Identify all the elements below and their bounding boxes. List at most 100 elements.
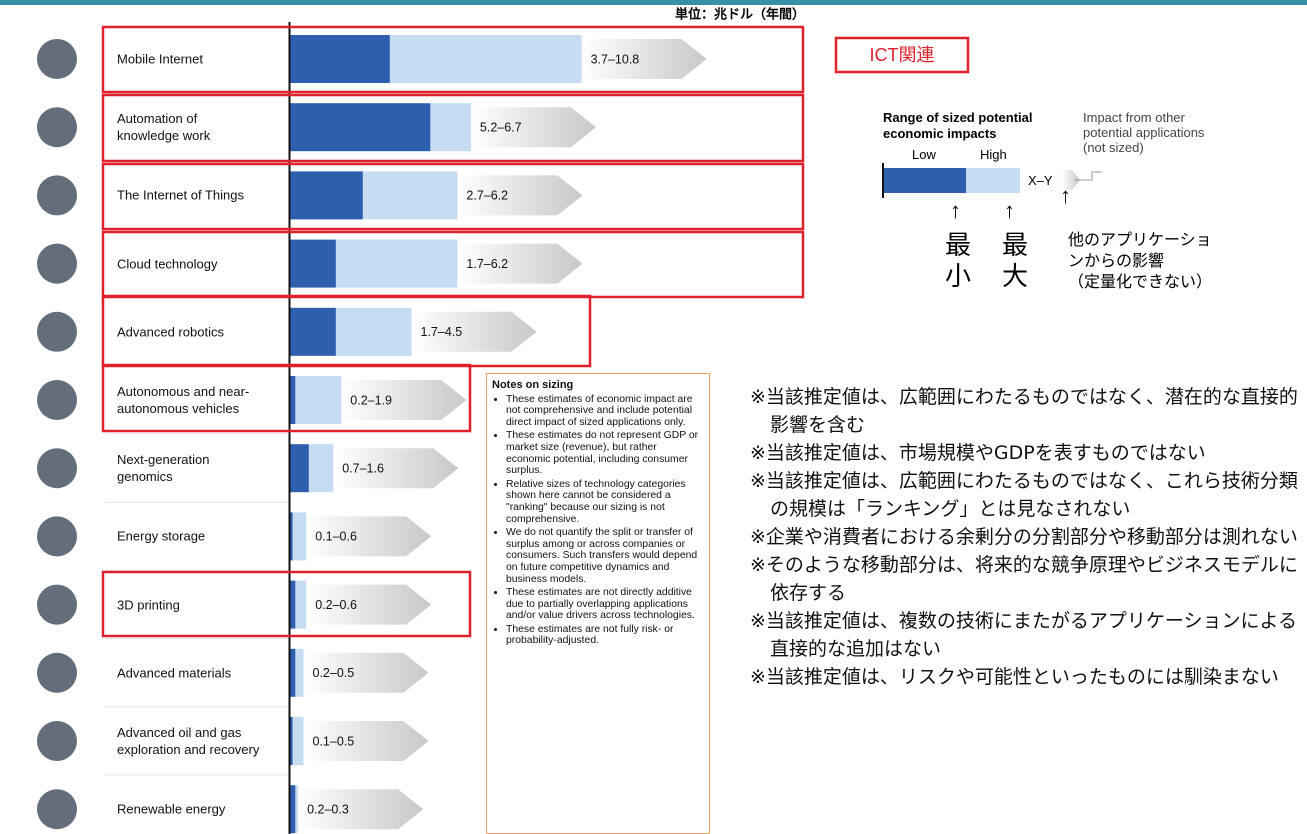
- bar-low: [290, 171, 363, 220]
- jp-note: ※当該推定値は、リスクや可能性といったものには馴染まない: [750, 666, 1279, 688]
- category-label: Renewable energy: [117, 801, 226, 817]
- legend-swatch: [966, 168, 1020, 193]
- arrow-up: ↑: [950, 198, 961, 223]
- bar-high: [362, 171, 458, 220]
- legend-low: Low: [912, 147, 936, 162]
- note-item: Relative sizes of technology categories …: [506, 479, 704, 525]
- category-label: Advanced robotics: [117, 324, 224, 340]
- bar-high: [295, 648, 304, 697]
- icon: [37, 311, 77, 352]
- ict-label: ICT関連: [870, 45, 935, 65]
- icon: [37, 516, 77, 557]
- bar-low: [290, 103, 431, 152]
- jp-note: ※当該推定値は、広範囲にわたるものではなく、これら技術分類の規模は「ランキング」…: [750, 470, 1298, 520]
- jp-note: ※当該推定値は、市場規模やGDPを表すものではない: [750, 442, 1206, 464]
- value-label: 0.7–1.6: [342, 461, 384, 475]
- highlight-box: [101, 162, 805, 231]
- value-label: 0.2–1.9: [350, 393, 392, 407]
- arrow: [457, 243, 583, 284]
- bar-low: [290, 580, 296, 629]
- ict-box: [834, 36, 970, 74]
- jp-note: ※企業や消費者における余剰分の分割部分や移動部分は測れない: [750, 526, 1298, 548]
- legend-range: X–Y: [1028, 173, 1053, 188]
- arrow: [306, 516, 432, 557]
- ict-highlights: [101, 25, 970, 638]
- legend-other: Impact from other potential applications…: [1083, 110, 1205, 155]
- category-label: The Internet of Things: [117, 187, 244, 203]
- arrow: [470, 107, 596, 148]
- bar-low: [290, 239, 336, 288]
- category-label: 3D printing: [117, 597, 180, 613]
- icon: [37, 243, 77, 284]
- legend-min: 最小: [945, 230, 972, 291]
- icon: [37, 789, 77, 830]
- arrow: [411, 311, 537, 352]
- arrow: [306, 584, 432, 625]
- bar-high: [335, 239, 458, 288]
- icon: [37, 39, 77, 79]
- legend-other-jp: 他のアプリケーショ ンからの影響 （定量化できない）: [1068, 232, 1213, 291]
- top-strip: [0, 0, 1307, 5]
- value-label: 0.2–0.3: [307, 802, 349, 816]
- icon: [37, 448, 77, 489]
- arrow: [298, 789, 424, 830]
- note-item: These estimates do not represent GDP or …: [506, 430, 704, 476]
- arrow: [333, 448, 459, 489]
- category-label: Advanced materials: [117, 665, 232, 681]
- highlight-box: [101, 25, 805, 94]
- jp-notes: ※当該推定値は、広範囲にわたるものではなく、潜在的な直接的影響を含む ※当該推定値…: [750, 383, 1302, 691]
- bar-low: [290, 648, 296, 697]
- legend-swatch: [884, 168, 966, 193]
- notes-box: Notes on sizing These estimates of econo…: [486, 373, 710, 834]
- arrow: [303, 721, 429, 761]
- highlight-box: [101, 570, 472, 638]
- note-item: These estimates of economic impact are n…: [506, 394, 704, 429]
- icon: [37, 175, 77, 216]
- category-label: Cloud technology: [117, 256, 218, 272]
- jp-note: ※そのような移動部分は、将来的な競争原理やビジネスモデルに依存する: [750, 554, 1298, 604]
- bar-high: [295, 376, 342, 424]
- bar-low: [290, 35, 390, 83]
- bar-high: [295, 785, 299, 834]
- value-label: 0.1–0.6: [315, 530, 357, 544]
- value-label: 3.7–10.8: [591, 52, 640, 66]
- bar-low: [290, 512, 293, 561]
- highlight-box: [101, 363, 472, 433]
- highlight-box: [101, 93, 805, 163]
- bar-high: [308, 444, 334, 493]
- icon: [37, 721, 77, 761]
- icon: [37, 107, 77, 148]
- arrow: [303, 652, 429, 693]
- category-label: Energy storage: [117, 528, 206, 544]
- category-label: Next-generation genomics: [117, 452, 210, 485]
- note-item: We do not quantify the split or transfer…: [506, 527, 704, 585]
- arrow-up: ↑: [1004, 198, 1015, 223]
- arrow-up: ↑: [1060, 183, 1071, 208]
- value-label: 1.7–4.5: [421, 325, 463, 339]
- notes-title: Notes on sizing: [492, 379, 574, 391]
- legend-title: Range of sized potential economic impact…: [883, 110, 1033, 141]
- bar-low: [290, 785, 296, 834]
- bar-high: [335, 307, 412, 356]
- value-label: 0.2–0.6: [315, 598, 357, 612]
- bar-high: [292, 717, 304, 765]
- bar-low: [290, 376, 296, 424]
- jp-note: ※当該推定値は、複数の技術にまたがるアプリケーションによる直接的な追加はない: [750, 610, 1297, 660]
- unit-label: 単位：兆ドル（年間）: [675, 6, 805, 21]
- note-item: These estimates are not fully risk- or p…: [506, 624, 704, 647]
- bar-high: [389, 35, 582, 83]
- bars: 3.7–10.8 5.2–6.7 2.7–6.2 1.7–6.2 1.7–4.5 0.2–…: [290, 35, 707, 834]
- value-label: 2.7–6.2: [466, 189, 508, 203]
- icon: [37, 584, 77, 625]
- bar-low: [290, 717, 293, 765]
- category-label: Automation of knowledge work: [117, 111, 211, 144]
- icon: [37, 652, 77, 693]
- bar-high: [292, 512, 307, 561]
- bar-low: [290, 444, 309, 493]
- category-label: Mobile Internet: [117, 51, 203, 67]
- category-label: Autonomous and near- autonomous vehicles: [117, 384, 250, 416]
- category-label: Advanced oil and gas exploration and rec…: [117, 725, 260, 757]
- legend-max: 最大: [1002, 230, 1029, 291]
